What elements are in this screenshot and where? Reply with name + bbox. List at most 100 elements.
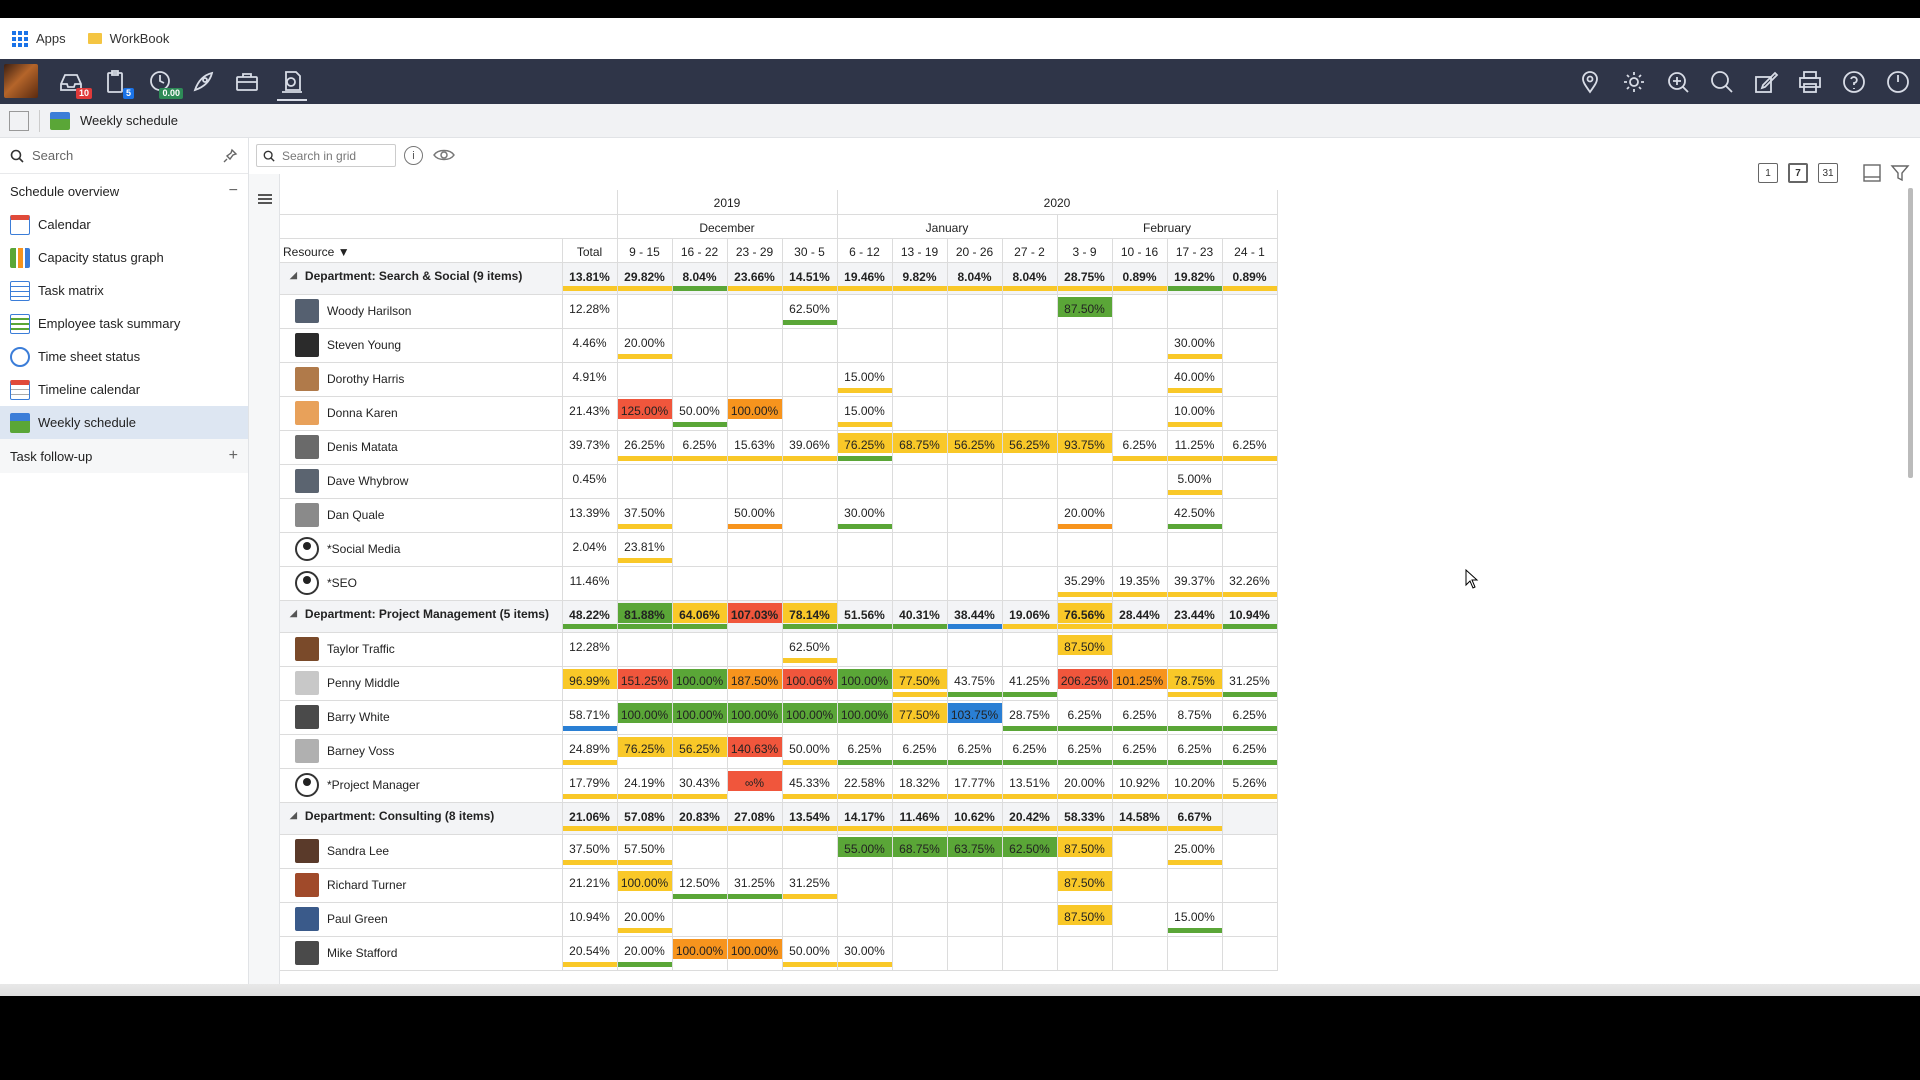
resource-name-cell[interactable]: Donna Karen bbox=[280, 396, 563, 431]
schedule-cell[interactable] bbox=[947, 532, 1003, 567]
rocket-icon[interactable] bbox=[188, 67, 218, 97]
schedule-cell[interactable] bbox=[727, 532, 783, 567]
schedule-cell[interactable] bbox=[727, 834, 783, 869]
schedule-cell[interactable]: 100.00% bbox=[672, 666, 728, 701]
schedule-cell[interactable]: 35.29% bbox=[1057, 566, 1113, 601]
schedule-cell[interactable]: 140.63% bbox=[727, 734, 783, 769]
schedule-cell[interactable]: 23.44% bbox=[1167, 600, 1223, 633]
filter-icon[interactable] bbox=[1890, 163, 1910, 183]
schedule-cell[interactable]: 12.28% bbox=[562, 294, 618, 329]
schedule-cell[interactable] bbox=[1057, 936, 1113, 971]
schedule-cell[interactable]: 18.32% bbox=[892, 768, 948, 803]
print-icon[interactable] bbox=[1795, 67, 1825, 97]
schedule-cell[interactable]: 9.82% bbox=[892, 262, 948, 295]
resource-row[interactable]: *Social Media 2.04% 23.81% bbox=[280, 532, 1278, 567]
resource-row[interactable]: Richard Turner 21.21% 100.00% 12.50% 31.25% 3… bbox=[280, 868, 1278, 903]
search-plus-icon[interactable] bbox=[1663, 67, 1693, 97]
collapse-caret-icon[interactable]: ◢ bbox=[290, 608, 297, 618]
grid-search-input[interactable]: Search in grid bbox=[256, 144, 396, 167]
schedule-cell[interactable]: 43.75% bbox=[947, 666, 1003, 701]
resource-name-cell[interactable]: Penny Middle bbox=[280, 666, 563, 701]
schedule-cell[interactable] bbox=[1167, 632, 1223, 667]
schedule-cell[interactable] bbox=[782, 902, 838, 937]
schedule-cell[interactable]: 87.50% bbox=[1057, 834, 1113, 869]
schedule-cell[interactable]: 107.03% bbox=[727, 600, 783, 633]
help-icon[interactable] bbox=[1839, 67, 1869, 97]
briefcase-icon[interactable] bbox=[232, 67, 262, 97]
resource-row[interactable]: Sandra Lee 37.50% 57.50% 55.00% 68.75% 63.75%… bbox=[280, 834, 1278, 869]
schedule-cell[interactable]: 4.46% bbox=[562, 328, 618, 363]
schedule-cell[interactable]: 10.94% bbox=[562, 902, 618, 937]
timesheet-icon[interactable] bbox=[277, 67, 307, 97]
schedule-cell[interactable] bbox=[837, 464, 893, 499]
schedule-cell[interactable]: 100.00% bbox=[617, 868, 673, 903]
schedule-cell[interactable]: 20.00% bbox=[1057, 768, 1113, 803]
schedule-cell[interactable] bbox=[727, 902, 783, 937]
expand-icon[interactable]: + bbox=[228, 447, 238, 464]
schedule-cell[interactable]: 45.33% bbox=[782, 768, 838, 803]
schedule-cell[interactable]: 6.25% bbox=[1057, 700, 1113, 735]
schedule-cell[interactable]: 31.25% bbox=[1222, 666, 1278, 701]
schedule-cell[interactable] bbox=[727, 328, 783, 363]
schedule-cell[interactable]: 50.00% bbox=[782, 734, 838, 769]
schedule-cell[interactable]: 100.00% bbox=[672, 700, 728, 735]
resource-row[interactable]: Denis Matata 39.73% 26.25% 6.25% 15.63% 39.06… bbox=[280, 430, 1278, 465]
schedule-cell[interactable]: 15.00% bbox=[1167, 902, 1223, 937]
day-view-button[interactable]: 1 bbox=[1758, 163, 1778, 183]
schedule-cell[interactable]: 187.50% bbox=[727, 666, 783, 701]
schedule-cell[interactable] bbox=[947, 868, 1003, 903]
schedule-cell[interactable] bbox=[1222, 498, 1278, 533]
schedule-cell[interactable] bbox=[1112, 294, 1168, 329]
power-icon[interactable] bbox=[1883, 67, 1913, 97]
schedule-cell[interactable] bbox=[1112, 328, 1168, 363]
schedule-cell[interactable] bbox=[1112, 464, 1168, 499]
schedule-cell[interactable]: 31.25% bbox=[727, 868, 783, 903]
resource-name-cell[interactable]: *SEO bbox=[280, 566, 563, 601]
schedule-cell[interactable]: 6.25% bbox=[1112, 734, 1168, 769]
resource-name-cell[interactable]: Dave Whybrow bbox=[280, 464, 563, 499]
schedule-cell[interactable] bbox=[672, 294, 728, 329]
schedule-cell[interactable]: 100.00% bbox=[617, 700, 673, 735]
schedule-cell[interactable] bbox=[1002, 294, 1058, 329]
eye-icon[interactable] bbox=[433, 147, 455, 163]
schedule-cell[interactable]: 20.00% bbox=[617, 936, 673, 971]
schedule-cell[interactable]: 8.75% bbox=[1167, 700, 1223, 735]
schedule-cell[interactable]: 6.25% bbox=[1222, 430, 1278, 465]
schedule-cell[interactable]: 87.50% bbox=[1057, 868, 1113, 903]
schedule-cell[interactable] bbox=[1222, 328, 1278, 363]
resource-name-cell[interactable]: Barney Voss bbox=[280, 734, 563, 769]
schedule-cell[interactable]: 87.50% bbox=[1057, 294, 1113, 329]
resource-row[interactable]: Paul Green 10.94% 20.00% 87.50% 15.00% bbox=[280, 902, 1278, 937]
schedule-cell[interactable]: 14.58% bbox=[1112, 802, 1168, 835]
schedule-cell[interactable] bbox=[892, 328, 948, 363]
resource-name-cell[interactable]: Steven Young bbox=[280, 328, 563, 363]
resource-name-cell[interactable]: Richard Turner bbox=[280, 868, 563, 903]
month-view-button[interactable]: 31 bbox=[1818, 163, 1838, 183]
schedule-cell[interactable]: 8.04% bbox=[947, 262, 1003, 295]
schedule-cell[interactable] bbox=[947, 498, 1003, 533]
schedule-cell[interactable]: 11.46% bbox=[562, 566, 618, 601]
schedule-cell[interactable] bbox=[1222, 802, 1278, 835]
schedule-cell[interactable]: 15.00% bbox=[837, 362, 893, 397]
schedule-cell[interactable] bbox=[727, 464, 783, 499]
schedule-cell[interactable]: 56.25% bbox=[672, 734, 728, 769]
schedule-cell[interactable]: 0.89% bbox=[1222, 262, 1278, 295]
schedule-cell[interactable]: 6.67% bbox=[1167, 802, 1223, 835]
schedule-cell[interactable]: 30.00% bbox=[837, 936, 893, 971]
schedule-cell[interactable] bbox=[727, 566, 783, 601]
schedule-cell[interactable]: 8.04% bbox=[1002, 262, 1058, 295]
schedule-cell[interactable] bbox=[1002, 902, 1058, 937]
collapse-caret-icon[interactable]: ◢ bbox=[290, 810, 297, 820]
schedule-cell[interactable] bbox=[837, 566, 893, 601]
schedule-cell[interactable]: 77.50% bbox=[892, 700, 948, 735]
schedule-cell[interactable] bbox=[617, 294, 673, 329]
workbook-bookmark[interactable]: WorkBook bbox=[87, 31, 169, 46]
schedule-cell[interactable] bbox=[1222, 902, 1278, 937]
schedule-cell[interactable]: 64.06% bbox=[672, 600, 728, 633]
schedule-cell[interactable] bbox=[947, 936, 1003, 971]
schedule-cell[interactable] bbox=[1002, 532, 1058, 567]
settings-icon[interactable] bbox=[1619, 67, 1649, 97]
resource-name-cell[interactable]: Dan Quale bbox=[280, 498, 563, 533]
schedule-cell[interactable] bbox=[892, 294, 948, 329]
schedule-cell[interactable]: 6.25% bbox=[837, 734, 893, 769]
